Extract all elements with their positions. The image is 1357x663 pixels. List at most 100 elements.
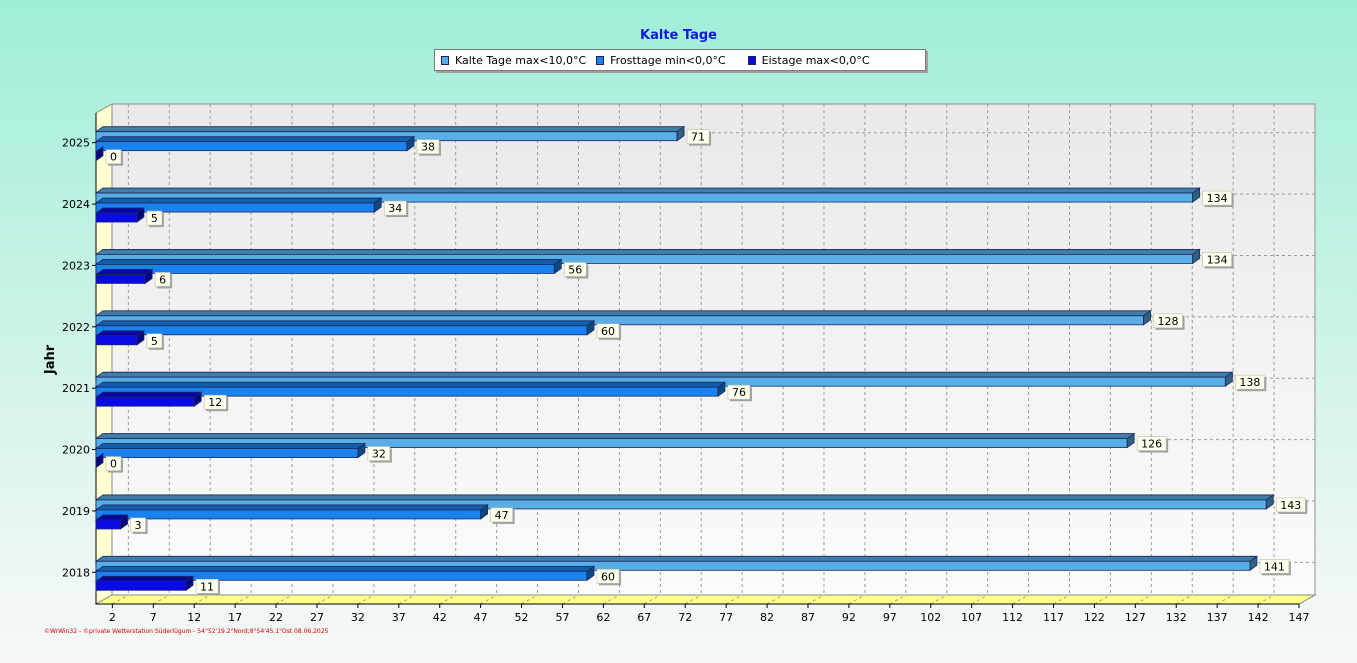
- x-tick-label: 32: [351, 611, 365, 624]
- bar-2024-series-0: 134: [94, 187, 1234, 208]
- bar-2023-series-0: 134: [94, 248, 1234, 269]
- x-tick-label: 112: [1002, 611, 1023, 624]
- bar-end-face: [1192, 248, 1201, 265]
- data-label-box: [1235, 374, 1265, 390]
- legend-label-eistage: Eistage max<0,0°C: [761, 53, 870, 67]
- bar-2025-series-2: 0: [95, 145, 123, 166]
- bar-top-face: [94, 371, 1234, 378]
- bar-top-face: [94, 320, 596, 327]
- bar-end-face: [373, 197, 382, 213]
- bar-top-face: [94, 197, 383, 204]
- data-label-box: [146, 333, 163, 349]
- legend-item-frosttage: Frosttage min<0,0°C: [596, 54, 726, 67]
- x-tick-label: 97: [883, 611, 897, 624]
- y-tick-label: 2021: [62, 382, 90, 395]
- bar-end-face: [406, 135, 415, 152]
- bar-top-face: [94, 187, 1201, 194]
- data-label: 0: [110, 151, 117, 164]
- x-tick-label: 92: [842, 611, 856, 624]
- bar-end-face: [586, 565, 595, 582]
- bar-front-face: [95, 396, 195, 407]
- bar-top-face: [94, 136, 416, 143]
- bar-end-face: [1143, 310, 1151, 326]
- data-label: 60: [601, 570, 615, 583]
- bar-end-face: [1249, 555, 1258, 572]
- bar-end-face: [1265, 494, 1274, 510]
- legend-label-frosttage: Frosttage min<0,0°C: [610, 53, 726, 67]
- y-tick-label: 2023: [62, 259, 90, 272]
- bar-front-face: [95, 264, 555, 274]
- bar-end-face: [95, 452, 104, 469]
- data-label-box: [203, 394, 227, 410]
- data-label-box: [154, 272, 171, 287]
- bar-2018-series-2: 11: [94, 575, 221, 596]
- bar-2019-series-1: 47: [94, 504, 515, 524]
- bar-top-face: [94, 504, 489, 511]
- x-tick-label: 7: [150, 611, 157, 624]
- bar-2024-series-2: 5: [94, 207, 164, 228]
- bar-top-face: [94, 494, 1275, 501]
- x-tick-label: 17: [228, 611, 242, 624]
- data-label: 5: [151, 212, 158, 225]
- bar-end-face: [136, 330, 145, 346]
- data-label-box: [130, 517, 146, 533]
- data-label-box: [416, 139, 440, 154]
- data-label: 71: [691, 131, 705, 144]
- legend-swatch-kalte-tage: [441, 55, 449, 65]
- data-label: 60: [601, 325, 615, 338]
- data-label-box: [490, 507, 513, 523]
- data-label: 3: [135, 519, 142, 532]
- bar-2022-series-0: 128: [94, 310, 1185, 330]
- data-label: 38: [421, 141, 435, 154]
- data-label-box: [727, 384, 751, 400]
- x-tick-label: 42: [433, 611, 447, 624]
- bar-top-face: [94, 433, 1136, 439]
- chart-title: Kalte Tage: [640, 28, 717, 43]
- data-label-box: [1259, 559, 1290, 574]
- bar-top-face: [94, 207, 146, 214]
- bar-front-face: [95, 580, 187, 591]
- bar-front-face: [95, 509, 482, 520]
- bar-end-face: [1192, 187, 1201, 203]
- chart-floor: [94, 594, 1317, 605]
- data-label: 141: [1264, 560, 1285, 573]
- bar-front-face: [95, 212, 138, 223]
- bar-end-face: [480, 504, 489, 520]
- bar-end-face: [1126, 432, 1135, 449]
- bar-top-face: [94, 310, 1152, 317]
- legend-swatch-eistage: [747, 55, 756, 65]
- bar-end-face: [95, 145, 104, 162]
- bar-top-face: [94, 259, 563, 265]
- bar-end-face: [193, 391, 202, 407]
- data-label: 32: [372, 448, 386, 461]
- bar-2020-series-2: 0: [95, 452, 123, 473]
- bar-top-face: [94, 126, 686, 133]
- bar-front-face: [95, 274, 146, 284]
- bar-2020-series-1: 32: [94, 442, 392, 463]
- bar-2024-series-1: 34: [94, 197, 409, 218]
- data-label-box: [563, 262, 587, 277]
- x-tick-label: 102: [920, 611, 941, 624]
- bar-top-face: [94, 330, 146, 337]
- data-label: 0: [110, 458, 117, 471]
- bar-top-face: [94, 555, 1259, 562]
- x-tick-label: 87: [801, 611, 815, 624]
- bar-2019-series-2: 3: [94, 514, 148, 534]
- bar-end-face: [676, 125, 685, 142]
- bar-top-face: [94, 565, 596, 572]
- legend-swatch-frosttage: [596, 55, 605, 65]
- data-label: 143: [1280, 499, 1301, 512]
- data-label-box: [596, 569, 620, 584]
- bar-top-face: [94, 575, 195, 582]
- bar-end-face: [136, 207, 145, 223]
- x-tick-label: 137: [1207, 611, 1228, 624]
- x-tick-label: 77: [719, 611, 733, 624]
- bar-2022-series-2: 5: [94, 330, 164, 350]
- footer-credit: ©WrWin32 - ©private Wetterstation Süderl…: [44, 628, 329, 635]
- x-tick-label: 72: [678, 611, 692, 624]
- x-tick-label: 107: [961, 611, 982, 624]
- bar-end-face: [717, 381, 726, 397]
- x-tick-label: 52: [515, 611, 529, 624]
